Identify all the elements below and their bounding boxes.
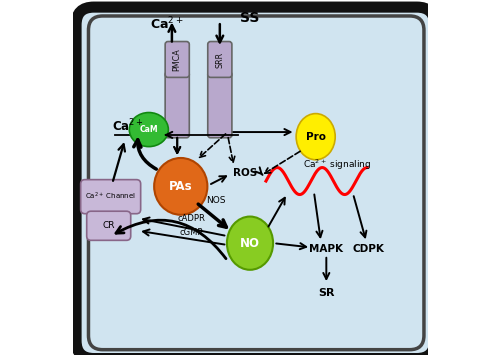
Text: NOS: NOS [206,196,226,205]
Text: cGMP: cGMP [180,228,203,237]
Ellipse shape [227,217,273,270]
Text: CDPK: CDPK [353,244,385,253]
Ellipse shape [296,114,335,160]
Text: Ca$^{2+}$ Channel: Ca$^{2+}$ Channel [85,191,136,202]
FancyBboxPatch shape [208,72,232,138]
Text: Ca$^{2+}$: Ca$^{2+}$ [150,16,184,33]
Text: CR: CR [102,221,115,230]
Text: cADPR: cADPR [178,214,206,223]
Text: PMCA: PMCA [172,48,182,71]
Text: SR: SR [318,288,334,298]
Text: SS: SS [240,11,260,24]
FancyBboxPatch shape [80,180,140,214]
Text: Ca$^{2+}$: Ca$^{2+}$ [112,118,144,134]
Ellipse shape [154,158,208,215]
FancyBboxPatch shape [165,42,190,77]
Text: PAs: PAs [169,180,192,193]
Text: ROS: ROS [232,168,257,178]
FancyBboxPatch shape [165,72,190,138]
FancyBboxPatch shape [208,42,232,77]
Text: NO: NO [240,237,260,250]
FancyBboxPatch shape [86,211,130,240]
Text: Ca$^{2+}$ signaling: Ca$^{2+}$ signaling [303,158,371,172]
Text: MAPK: MAPK [310,244,344,253]
FancyBboxPatch shape [76,7,434,355]
Text: SRR: SRR [216,51,224,67]
Ellipse shape [130,113,168,147]
Text: CaM: CaM [140,125,158,134]
Text: Pro: Pro [306,132,326,142]
